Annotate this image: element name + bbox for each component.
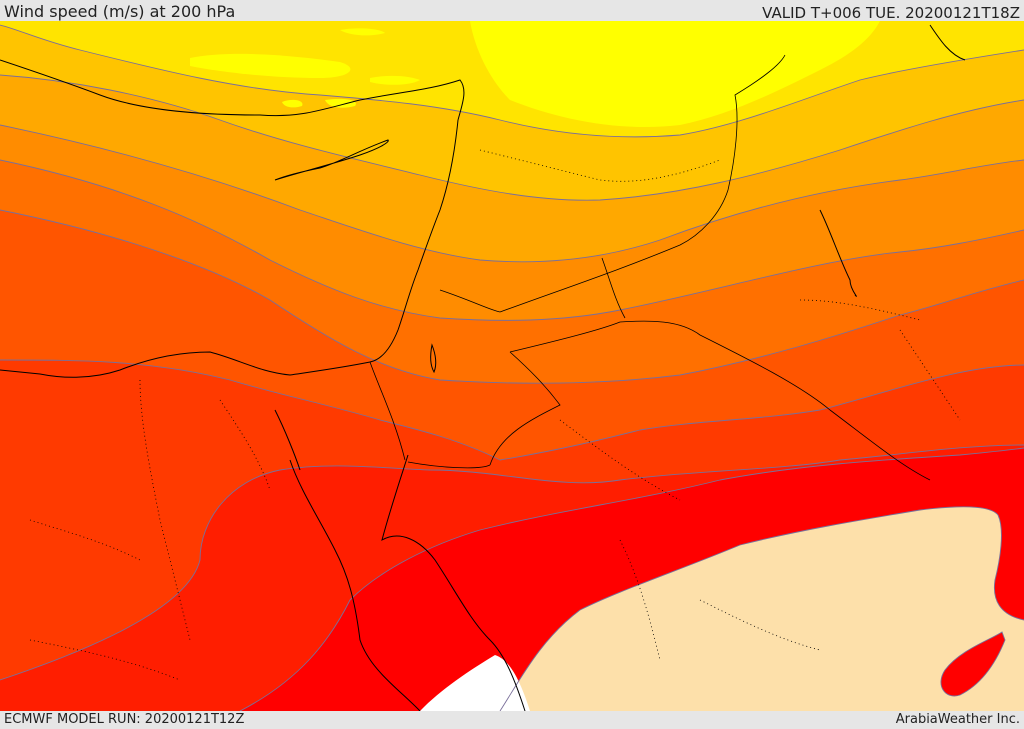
band-1-blob [370,75,420,85]
band-10-blob [940,632,1005,696]
band-1-blob [325,98,356,108]
isotach-contours [0,24,1024,711]
map-title: Wind speed (m/s) at 200 hPa [4,2,236,21]
credit-label: ArabiaWeather Inc. [895,712,1020,727]
band-1-blob [340,28,385,36]
borders [369,54,931,481]
coastlines [0,24,966,711]
band-1 [470,21,880,128]
band-1-blob [282,99,303,108]
land-white [420,655,530,711]
wind-speed-map [0,21,1024,711]
internal-borders [29,149,961,681]
valid-time: VALID T+006 TUE. 20200121T18Z [762,4,1020,22]
header-bar: Wind speed (m/s) at 200 hPa VALID T+006 … [0,0,1024,21]
model-run-label: ECMWF MODEL RUN: 20200121T12Z [4,712,245,727]
map-canvas [0,21,1024,711]
band-1-blob [190,53,351,78]
band-low [500,506,1024,711]
footer-bar: ECMWF MODEL RUN: 20200121T12Z ArabiaWeat… [0,711,1024,729]
